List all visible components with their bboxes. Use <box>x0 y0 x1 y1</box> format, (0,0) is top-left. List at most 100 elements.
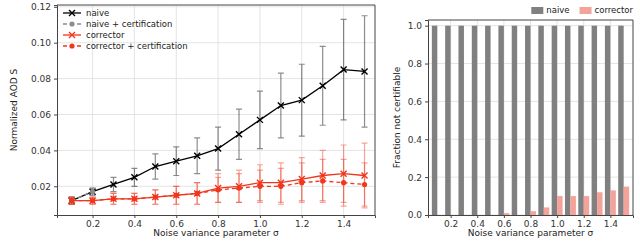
bar <box>477 215 482 216</box>
error-bar <box>173 186 179 204</box>
x-tick: 0.2 <box>86 215 100 229</box>
error-bar <box>173 186 179 204</box>
x-tick-mark <box>584 215 585 218</box>
bar <box>451 215 456 216</box>
error-bar <box>90 197 96 204</box>
x-tick-label: 0.2 <box>444 219 458 229</box>
point <box>152 164 158 170</box>
error-bar <box>69 197 75 204</box>
y-tick-mark <box>425 64 428 65</box>
point <box>299 97 305 103</box>
frame-right <box>375 5 376 215</box>
y-axis: 0.020.040.060.080.100.12 <box>31 2 58 215</box>
x-tick-label: 1.4 <box>337 219 352 229</box>
x-tick-mark <box>557 215 558 218</box>
x-tick-mark <box>610 215 611 218</box>
bar <box>578 26 583 215</box>
legend-marker <box>69 21 74 26</box>
y-tick: 0.2 <box>408 173 428 183</box>
y-tick-label: 0.02 <box>31 182 51 192</box>
x-tick-mark <box>504 215 505 218</box>
point <box>132 196 137 201</box>
bar <box>597 192 602 215</box>
error-bar <box>110 193 116 204</box>
error-bar <box>131 193 137 204</box>
bar <box>557 196 562 215</box>
bar <box>552 26 557 215</box>
y-tick-mark <box>425 139 428 140</box>
series-line <box>72 192 93 201</box>
bar <box>464 215 469 216</box>
y-tick-label: 0.08 <box>31 74 51 84</box>
point <box>278 184 283 189</box>
y-tick-label: 0.04 <box>31 146 51 156</box>
error-bar <box>236 109 242 159</box>
error-bar <box>194 183 200 205</box>
point <box>174 193 179 198</box>
error-bar <box>110 177 116 191</box>
error-bar <box>152 190 158 204</box>
bar <box>472 26 477 215</box>
y-tick: 0.4 <box>408 135 428 145</box>
bar <box>485 26 490 215</box>
plot-0: 0.20.40.60.81.01.21.40.020.040.060.080.1… <box>9 2 376 238</box>
marks <box>69 16 368 208</box>
y-tick-mark <box>425 215 428 216</box>
error-bar <box>215 127 221 170</box>
point <box>131 196 137 202</box>
bar <box>445 26 450 215</box>
point <box>194 190 200 196</box>
y-tick-label: 0.10 <box>31 38 51 48</box>
y-tick: 0.10 <box>31 38 57 48</box>
y-tick: 0.02 <box>31 182 57 192</box>
x-tick-mark <box>260 215 261 218</box>
point <box>362 182 367 187</box>
error-bar <box>320 159 326 202</box>
error-bar <box>320 46 326 125</box>
error-bar <box>110 193 116 204</box>
point <box>257 117 263 123</box>
legend-label: corrector <box>595 5 634 15</box>
x-axis-title: Noise variance parameter σ <box>468 228 594 238</box>
y-tick: 0.04 <box>31 146 57 156</box>
y-tick-mark <box>54 114 57 115</box>
bar <box>512 26 517 215</box>
point <box>69 198 74 203</box>
x-tick-label: 0.4 <box>128 219 143 229</box>
point <box>236 131 242 137</box>
series-line <box>72 181 365 201</box>
point <box>90 189 96 195</box>
bar <box>538 26 543 215</box>
error-bar <box>90 197 96 204</box>
error-bar <box>131 193 137 204</box>
x-tick-label: 0.2 <box>86 219 100 229</box>
y-axis: 0.00.20.40.60.81.0 <box>408 21 429 221</box>
error-bar <box>278 168 284 204</box>
error-bar <box>341 159 347 206</box>
point <box>153 194 158 199</box>
y-tick-mark <box>425 101 428 102</box>
y-tick-label: 0.0 <box>408 210 423 220</box>
grid <box>428 20 633 215</box>
point <box>341 180 346 185</box>
y-tick-label: 0.12 <box>31 2 51 12</box>
y-tick-mark <box>54 150 57 151</box>
y-tick-label: 0.2 <box>408 173 422 183</box>
point <box>215 187 220 192</box>
x-tick-mark <box>531 215 532 218</box>
x-grid-line <box>176 5 177 215</box>
legend-marker <box>69 32 75 38</box>
y-axis-title: Normalized AOD S <box>9 68 19 151</box>
legend-swatch <box>531 7 543 14</box>
y-grid-line <box>57 114 375 115</box>
bar <box>437 215 442 216</box>
x-tick-mark <box>134 215 135 218</box>
error-bar <box>131 168 137 186</box>
legend: naivecorrector <box>531 5 633 15</box>
y-tick-mark <box>425 177 428 178</box>
error-bar <box>194 183 200 205</box>
point <box>320 83 326 89</box>
bar <box>498 26 503 215</box>
error-bar <box>69 197 75 204</box>
bar <box>592 26 597 215</box>
